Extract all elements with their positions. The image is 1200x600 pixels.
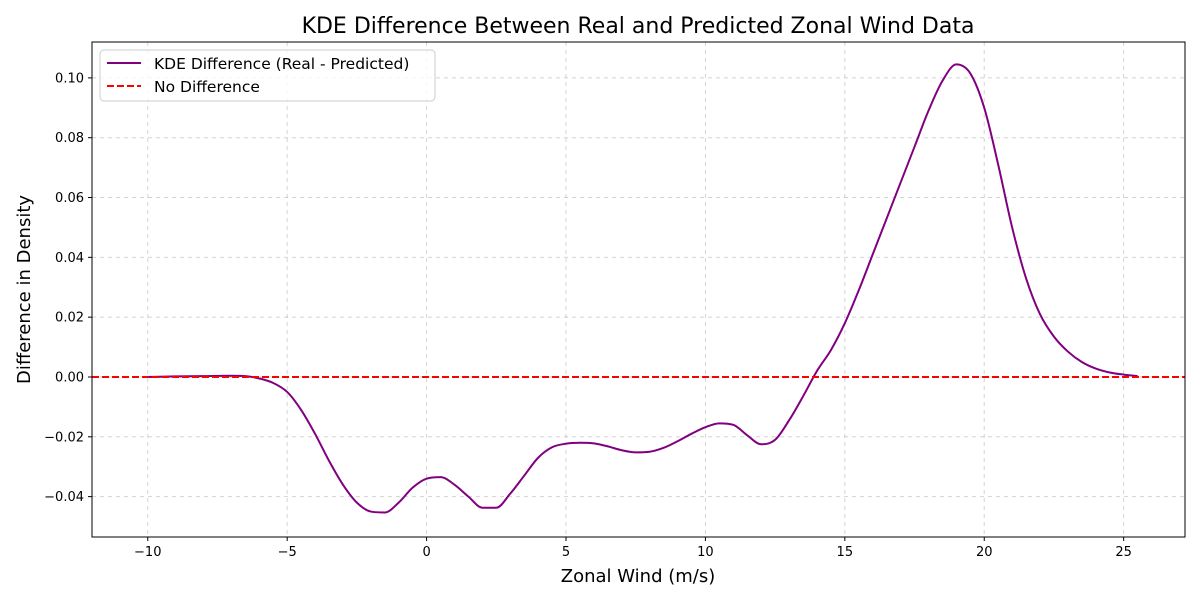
- legend-label-kde-difference: KDE Difference (Real - Predicted): [154, 55, 409, 73]
- x-tick-label: 5: [562, 545, 570, 560]
- y-axis-label: Difference in Density: [14, 195, 35, 384]
- y-tick-label: 0.00: [55, 370, 84, 385]
- legend-label-no-difference: No Difference: [154, 78, 260, 96]
- plot-frame: [91, 41, 1186, 538]
- x-tick-label: 15: [837, 545, 854, 560]
- y-tick-label: 0.06: [55, 191, 84, 206]
- y-tick-label: 0.08: [55, 131, 84, 146]
- y-tick-label: −0.04: [44, 490, 84, 505]
- y-tick-label: −0.02: [44, 430, 84, 445]
- y-tick-label: 0.10: [55, 71, 84, 86]
- y-tick-label: 0.04: [55, 251, 84, 266]
- y-tick-label: 0.02: [55, 311, 84, 326]
- x-tick-label: 20: [976, 545, 993, 560]
- x-tick-label: 0: [422, 545, 430, 560]
- legend: KDE Difference (Real - Predicted) No Dif…: [99, 49, 436, 102]
- chart-title: KDE Difference Between Real and Predicte…: [302, 14, 975, 39]
- legend-box: [99, 49, 436, 102]
- x-tick-label: 10: [697, 545, 714, 560]
- x-tick-label: −10: [134, 545, 161, 560]
- x-tick-label: −5: [278, 545, 297, 560]
- ticks: −10 −5 0 5 10 15 20 25 −0.04 −0.02 0.00 0.02 0.04 0.0…: [44, 71, 1132, 560]
- x-tick-label: 25: [1115, 545, 1132, 560]
- x-axis-label: Zonal Wind (m/s): [561, 566, 716, 587]
- series-line-kde-difference: [147, 63, 1138, 514]
- series-layer: [92, 63, 1185, 514]
